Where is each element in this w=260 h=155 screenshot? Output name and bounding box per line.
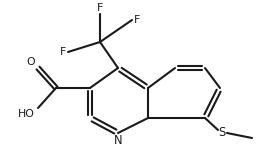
Text: S: S (218, 126, 226, 140)
Text: F: F (97, 3, 103, 13)
Text: F: F (60, 47, 66, 57)
Text: N: N (114, 134, 122, 147)
Text: F: F (134, 15, 140, 25)
Text: O: O (26, 57, 35, 67)
Text: HO: HO (18, 109, 35, 119)
